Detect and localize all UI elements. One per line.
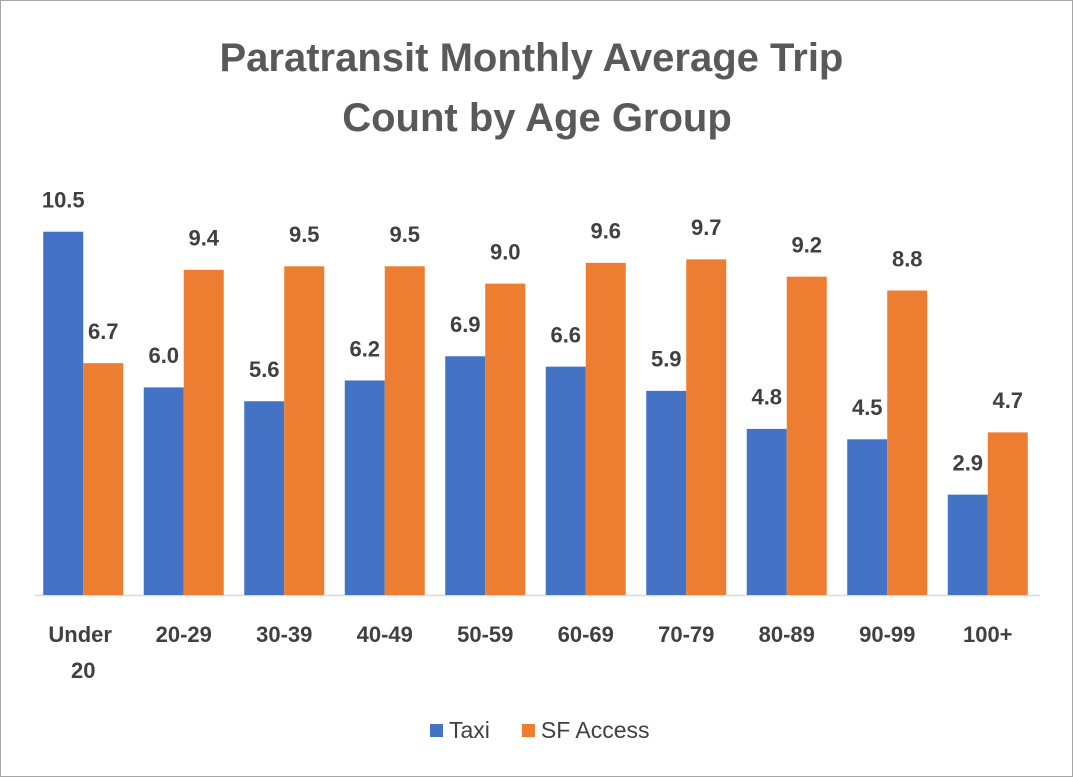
bar [786,276,827,595]
x-tick-label: 20-29 [156,622,212,647]
bar [545,366,586,595]
legend-label: Taxi [449,717,490,743]
data-label: 2.9 [952,450,983,475]
data-label: 4.5 [852,395,883,420]
x-tick-label: 30-39 [256,622,312,647]
legend-swatch [521,724,535,737]
x-tick-label: 70-79 [658,622,714,647]
data-label: 6.6 [550,322,581,347]
bar [43,231,84,595]
bar [485,283,526,595]
bar [143,387,184,595]
bar [445,356,486,595]
data-label: 9.5 [289,222,320,247]
x-tick-label: 40-49 [357,622,413,647]
bar [244,401,285,595]
bar [987,432,1028,595]
data-label: 10.5 [42,188,85,213]
data-label: 8.8 [892,246,923,271]
data-label: 9.2 [791,232,822,257]
bar [686,259,727,595]
data-label: 9.6 [590,219,621,244]
bar [83,363,124,595]
bar [887,290,928,595]
data-label: 9.4 [188,226,219,251]
bar [585,262,626,595]
data-label: 9.0 [490,239,521,264]
bar [646,390,687,595]
legend-label: SF Access [541,717,650,743]
data-label: 9.5 [389,222,420,247]
bar [847,439,888,595]
bar [344,380,385,595]
data-label: 6.9 [450,312,481,337]
legend-swatch [430,724,443,737]
chart-title: Paratransit Monthly Average Trip Count b… [220,36,855,140]
data-label: 9.7 [691,215,722,240]
bar [384,266,425,595]
x-tick-label: 50-59 [457,622,513,647]
bar [284,266,325,595]
bar [746,428,787,595]
data-label: 4.8 [751,385,782,410]
x-tick-label: 90-99 [859,622,915,647]
bar [947,494,988,595]
data-label: 6.2 [349,336,380,361]
x-tick-label: Under 20 [48,622,118,683]
data-label: 5.9 [651,347,682,372]
data-label: 5.6 [249,357,280,382]
x-tick-label: 100+ [963,622,1013,647]
data-label: 6.7 [88,319,119,344]
x-tick-label: 60-69 [558,622,614,647]
data-label: 6.0 [148,343,179,368]
x-tick-label: 80-89 [759,622,815,647]
bar [183,269,224,595]
data-label: 4.7 [992,388,1023,413]
